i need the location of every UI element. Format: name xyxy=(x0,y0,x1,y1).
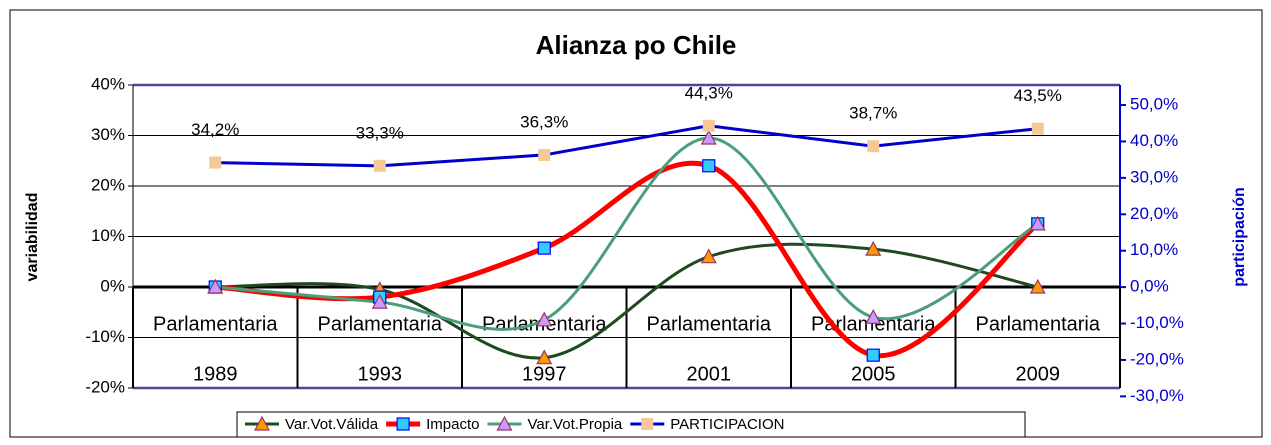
point xyxy=(865,240,882,256)
point xyxy=(866,348,880,362)
y2-tick-label: 10,0% xyxy=(1130,240,1178,259)
point xyxy=(1029,278,1046,294)
data-label: 36,3% xyxy=(520,112,568,131)
x-subcategory-label: Parlamentaria xyxy=(811,313,936,335)
x-tick-label: 1997 xyxy=(522,363,567,385)
legend-label: Impacto xyxy=(426,416,479,433)
y2-tick-label: 20,0% xyxy=(1130,204,1178,223)
legend-label: Var.Vot.Válida xyxy=(285,416,379,433)
y2-tick-label: -20,0% xyxy=(1130,349,1184,368)
data-label: 44,3% xyxy=(685,83,733,102)
series-line xyxy=(215,124,1038,168)
y2-tick-label: -30,0% xyxy=(1130,386,1184,405)
x-tick-label: 1989 xyxy=(193,363,238,385)
point xyxy=(207,278,224,294)
y2-tick-label: 50,0% xyxy=(1130,95,1178,114)
point xyxy=(373,159,386,172)
point xyxy=(700,248,717,264)
legend-marker xyxy=(253,415,271,431)
point xyxy=(865,309,882,324)
legend-label: Var.Vot.Propia xyxy=(527,416,622,433)
x-subcategory-label: Parlamentaria xyxy=(975,313,1100,335)
data-label: 33,3% xyxy=(356,123,404,142)
point xyxy=(209,156,222,169)
point xyxy=(702,119,715,132)
point xyxy=(536,311,553,327)
data-label: 38,7% xyxy=(849,104,897,123)
y-tick-label: 30% xyxy=(91,125,125,144)
legend-marker xyxy=(641,418,654,430)
point xyxy=(1031,122,1044,135)
y2-tick-label: -10,0% xyxy=(1130,313,1184,332)
x-tick-label: 2005 xyxy=(851,363,896,385)
x-subcategory-label: Parlamentaria xyxy=(646,313,771,335)
chart-title: Alianza po Chile xyxy=(536,30,737,60)
point xyxy=(538,148,551,161)
y-tick-label: -20% xyxy=(85,377,125,396)
series-line xyxy=(215,242,1039,360)
chart-border xyxy=(9,9,1263,438)
y-tick-label: 40% xyxy=(91,74,125,93)
y2-tick-label: 0,0% xyxy=(1130,277,1169,296)
point xyxy=(700,129,717,145)
point xyxy=(702,159,716,173)
point xyxy=(867,140,880,153)
point xyxy=(1029,215,1046,231)
point xyxy=(536,349,553,365)
legend: Var.Vot.Válida Impacto Var.Vot.Propia PARTI… xyxy=(236,411,1026,438)
y-tick-label: -10% xyxy=(85,327,125,346)
x-tick-label: 2001 xyxy=(687,363,732,385)
data-label: 34,2% xyxy=(191,120,239,139)
y2-axis-title: participación xyxy=(1231,187,1248,287)
y-tick-label: 0% xyxy=(100,276,125,295)
x-subcategory-label: Parlamentaria xyxy=(153,313,278,335)
data-label: 43,5% xyxy=(1014,86,1062,105)
x-subcategory-label: Parlamentaria xyxy=(317,313,442,335)
x-tick-label: 2009 xyxy=(1016,363,1061,385)
y2-tick-label: 40,0% xyxy=(1130,131,1178,150)
y-tick-label: 10% xyxy=(91,226,125,245)
legend-label: PARTICIPACION xyxy=(670,416,784,433)
y-axis-title: variabilidad xyxy=(24,193,41,282)
point xyxy=(371,293,388,309)
legend-marker xyxy=(496,415,513,431)
point xyxy=(537,241,551,255)
x-tick-label: 1993 xyxy=(358,363,403,385)
legend-marker xyxy=(396,417,410,431)
y2-tick-label: 30,0% xyxy=(1130,167,1178,186)
y-tick-label: 20% xyxy=(91,175,125,194)
